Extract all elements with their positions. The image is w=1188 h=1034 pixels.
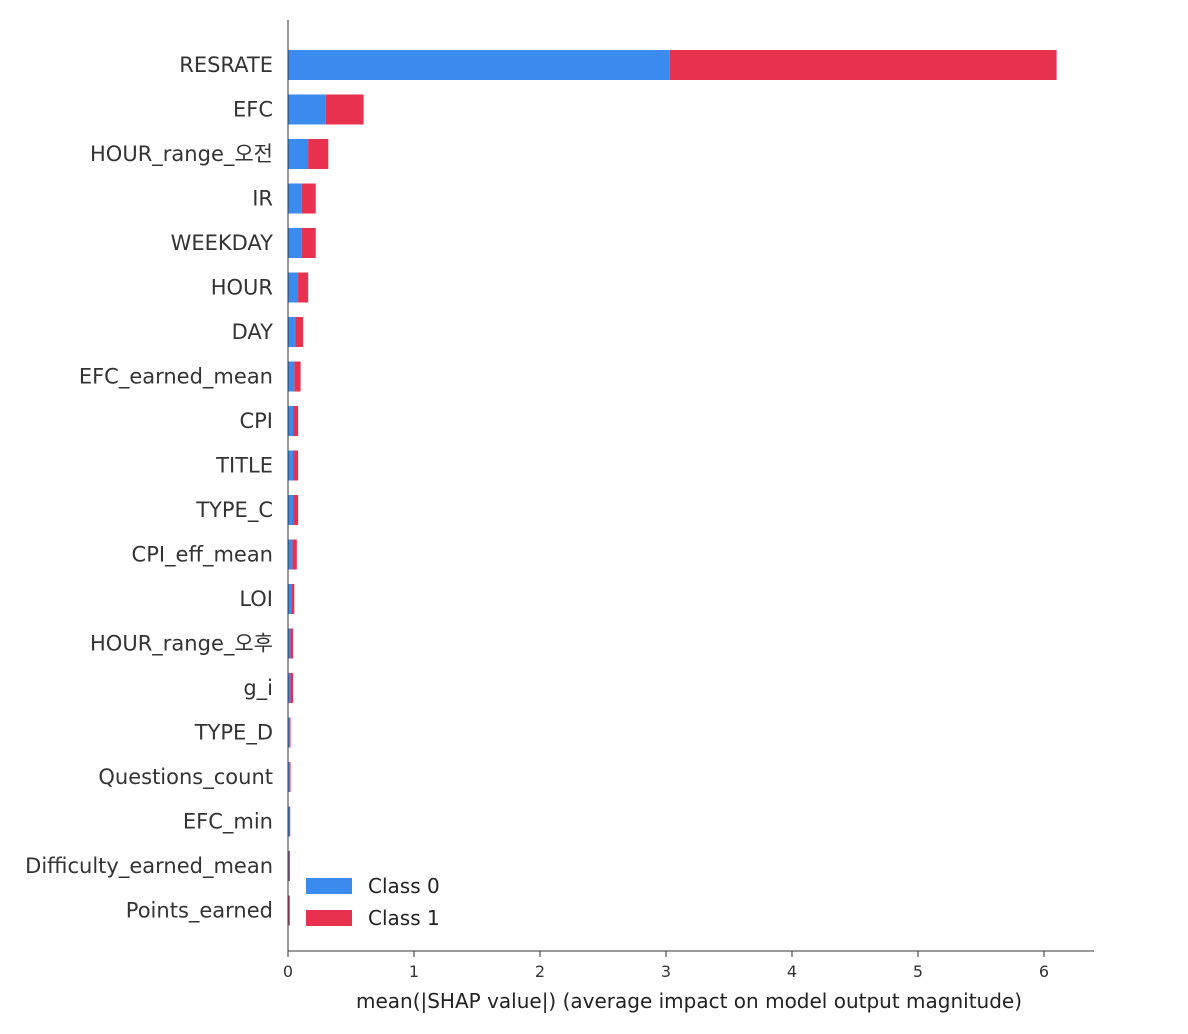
bar-g-i-class0 <box>288 673 291 703</box>
feature-labels-group: RESRATE EFC HOUR_range_오전 IR WEEKDAY HOUR DAY E… <box>25 53 273 924</box>
feature-label-6: DAY <box>232 320 274 344</box>
bars-group <box>288 50 1057 926</box>
x-axis-title: mean(|SHAP value|) (average impact on mo… <box>356 989 1022 1013</box>
bar-g-i-class1 <box>290 673 294 703</box>
feature-label-15: TYPE_D <box>194 721 273 746</box>
x-tick-label-6: 6 <box>1039 962 1049 981</box>
x-tick-label-4: 4 <box>787 962 797 981</box>
bar-efc-min-class0 <box>288 806 290 837</box>
bar-cpi-eff-mean-class0 <box>288 539 293 570</box>
bar-cpi-eff-mean-class1 <box>292 539 297 570</box>
feature-label-4: WEEKDAY <box>171 231 274 255</box>
bar-title-class1 <box>293 450 299 481</box>
legend: Class 0 Class 1 <box>306 874 440 930</box>
feature-label-8: CPI <box>239 409 273 433</box>
bar-efc-class0 <box>288 94 326 125</box>
bar-efc-min-class1 <box>289 806 291 837</box>
feature-label-1: EFC <box>233 98 273 122</box>
feature-label-10: TYPE_C <box>195 498 273 523</box>
bar-ir-class1 <box>301 183 316 214</box>
feature-label-14: g_i <box>243 676 273 701</box>
feature-label-0: RESRATE <box>179 53 273 77</box>
x-tick-label-2: 2 <box>535 962 545 981</box>
x-tick-label-3: 3 <box>661 962 671 981</box>
bar-type-d-class0 <box>288 717 290 748</box>
bar-loi-class1 <box>291 584 295 614</box>
feature-label-17: EFC_min <box>183 810 273 835</box>
bar-type-c-class0 <box>288 495 294 525</box>
bar-efc-earned-mean-class1 <box>294 361 301 392</box>
bar-hour-range-class1 <box>308 139 329 169</box>
bar-resrate-class1 <box>669 50 1057 80</box>
bar-points-earned-class0 <box>288 895 290 926</box>
bar-questions-count-class0 <box>288 762 290 792</box>
bar-hour-class1 <box>298 272 309 303</box>
feature-label-18: Difficulty_earned_mean <box>25 854 273 879</box>
legend-swatch-class1 <box>306 910 352 926</box>
x-tick-label-0: 0 <box>283 962 293 981</box>
feature-label-2: HOUR_range_오전 <box>90 142 273 167</box>
bar-resrate-class0 <box>288 50 670 80</box>
feature-label-12: LOI <box>239 587 273 611</box>
bar-questions-count-class1 <box>289 762 291 792</box>
bar-difficulty-earned-mean-class0 <box>288 851 290 881</box>
bar-hour-range-class0 <box>288 628 291 659</box>
feature-label-7: EFC_earned_mean <box>79 365 273 390</box>
bar-weekday-class1 <box>301 228 316 258</box>
feature-label-5: HOUR <box>211 276 273 300</box>
feature-label-9: TITLE <box>215 454 273 478</box>
legend-label-class0: Class 0 <box>368 874 440 898</box>
bar-loi-class0 <box>288 584 292 614</box>
x-tick-label-5: 5 <box>913 962 923 981</box>
bar-cpi-class0 <box>288 406 294 436</box>
legend-swatch-class0 <box>306 878 352 894</box>
feature-label-13: HOUR_range_오후 <box>90 632 273 657</box>
feature-label-19: Points_earned <box>126 899 273 924</box>
bar-ir-class0 <box>288 183 302 214</box>
bar-efc-earned-mean-class0 <box>288 361 295 392</box>
x-tick-label-1: 1 <box>409 962 419 981</box>
bar-difficulty-earned-mean-class1 <box>288 851 290 881</box>
bar-efc-class1 <box>325 94 364 125</box>
feature-label-16: Questions_count <box>98 765 273 790</box>
bar-type-c-class1 <box>293 495 299 525</box>
bar-title-class0 <box>288 450 294 481</box>
bar-points-earned-class1 <box>288 895 290 926</box>
bar-hour-range-class1 <box>290 628 294 659</box>
bar-day-class0 <box>288 317 296 347</box>
feature-label-3: IR <box>252 187 273 211</box>
bar-weekday-class0 <box>288 228 302 258</box>
x-ticks-group: 0 1 2 3 4 5 6 <box>283 951 1049 981</box>
bar-hour-range-class0 <box>288 139 309 169</box>
bar-cpi-class1 <box>293 406 299 436</box>
legend-label-class1: Class 1 <box>368 906 440 930</box>
bar-type-d-class1 <box>289 717 291 748</box>
bar-day-class1 <box>295 317 304 347</box>
feature-label-11: CPI_eff_mean <box>132 543 273 568</box>
bar-hour-class0 <box>288 272 299 303</box>
